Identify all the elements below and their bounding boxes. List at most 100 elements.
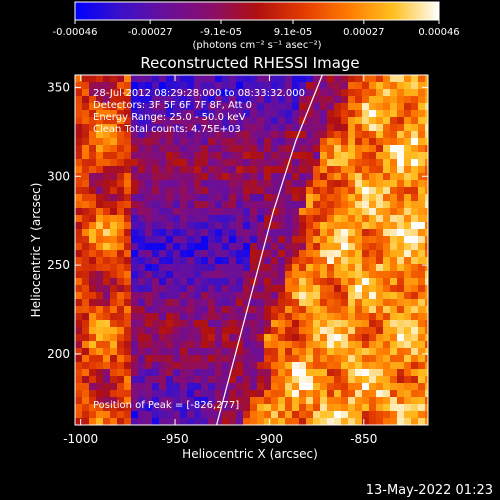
heatmap-cell [222, 320, 229, 327]
heatmap-cell [341, 89, 348, 96]
heatmap-cell [327, 138, 334, 145]
heatmap-cell [75, 306, 82, 313]
heatmap-cell [278, 187, 285, 194]
heatmap-cell [355, 208, 362, 215]
heatmap-cell [194, 278, 201, 285]
heatmap-cell [355, 131, 362, 138]
heatmap-cell [313, 320, 320, 327]
heatmap-cell [292, 159, 299, 166]
heatmap-cell [96, 418, 103, 425]
heatmap-cell [110, 201, 117, 208]
heatmap-cell [271, 194, 278, 201]
heatmap-cell [145, 82, 152, 89]
heatmap-cell [299, 124, 306, 131]
heatmap-cell [292, 299, 299, 306]
heatmap-cell [285, 173, 292, 180]
heatmap-cell [96, 75, 103, 82]
heatmap-cell [166, 418, 173, 425]
heatmap-cell [334, 271, 341, 278]
heatmap-cell [334, 243, 341, 250]
heatmap-cell [208, 145, 215, 152]
heatmap-cell [376, 201, 383, 208]
heatmap-cell [243, 250, 250, 257]
heatmap-cell [222, 299, 229, 306]
heatmap-cell [187, 285, 194, 292]
heatmap-cell [362, 131, 369, 138]
heatmap-cell [243, 313, 250, 320]
heatmap-cell [89, 236, 96, 243]
heatmap-cell [390, 229, 397, 236]
heatmap-cell [96, 110, 103, 117]
heatmap-cell [201, 96, 208, 103]
heatmap-cell [124, 348, 131, 355]
heatmap-cell [82, 82, 89, 89]
heatmap-cell [390, 173, 397, 180]
heatmap-cell [201, 145, 208, 152]
heatmap-cell [96, 243, 103, 250]
heatmap-cell [250, 327, 257, 334]
heatmap-cell [201, 327, 208, 334]
heatmap-cell [369, 362, 376, 369]
heatmap-cell [257, 236, 264, 243]
heatmap-cell [131, 194, 138, 201]
heatmap-cell [292, 327, 299, 334]
heatmap-cell [187, 327, 194, 334]
heatmap-cell [299, 411, 306, 418]
heatmap-cell [418, 131, 425, 138]
heatmap-cell [264, 89, 271, 96]
heatmap-cell [152, 110, 159, 117]
heatmap-cell [194, 145, 201, 152]
heatmap-cell [96, 264, 103, 271]
heatmap-cell [327, 320, 334, 327]
heatmap-cell [376, 138, 383, 145]
heatmap-cell [397, 292, 404, 299]
heatmap-cell [348, 236, 355, 243]
heatmap-cell [271, 138, 278, 145]
heatmap-cell [271, 264, 278, 271]
heatmap-cell [341, 285, 348, 292]
heatmap-cell [96, 208, 103, 215]
heatmap-cell [320, 285, 327, 292]
heatmap-cell [264, 222, 271, 229]
heatmap-cell [264, 82, 271, 89]
heatmap-cell [292, 257, 299, 264]
heatmap-cell [201, 89, 208, 96]
heatmap-cell [145, 411, 152, 418]
heatmap-cell [103, 334, 110, 341]
heatmap-cell [89, 257, 96, 264]
heatmap-cell [96, 355, 103, 362]
heatmap-cell [292, 369, 299, 376]
heatmap-cell [117, 341, 124, 348]
heatmap-cell [250, 306, 257, 313]
heatmap-cell [166, 166, 173, 173]
heatmap-cell [117, 131, 124, 138]
heatmap-cell [334, 145, 341, 152]
heatmap-cell [376, 334, 383, 341]
heatmap-cell [292, 96, 299, 103]
heatmap-cell [334, 208, 341, 215]
heatmap-cell [334, 299, 341, 306]
heatmap-cell [166, 271, 173, 278]
heatmap-cell [75, 362, 82, 369]
heatmap-cell [390, 89, 397, 96]
heatmap-cell [138, 215, 145, 222]
heatmap-cell [264, 75, 271, 82]
heatmap-cell [117, 75, 124, 82]
heatmap-cell [173, 264, 180, 271]
heatmap-cell [404, 110, 411, 117]
heatmap-cell [390, 152, 397, 159]
heatmap-cell [362, 376, 369, 383]
heatmap-cell [285, 110, 292, 117]
heatmap-cell [327, 194, 334, 201]
heatmap-cell [152, 222, 159, 229]
heatmap-cell [236, 397, 243, 404]
heatmap-cell [117, 208, 124, 215]
heatmap-cell [82, 187, 89, 194]
heatmap-cell [243, 117, 250, 124]
heatmap-cell [117, 215, 124, 222]
heatmap-cell [180, 334, 187, 341]
heatmap-cell [159, 236, 166, 243]
heatmap-cell [110, 138, 117, 145]
heatmap-cell [159, 145, 166, 152]
heatmap-cell [306, 327, 313, 334]
